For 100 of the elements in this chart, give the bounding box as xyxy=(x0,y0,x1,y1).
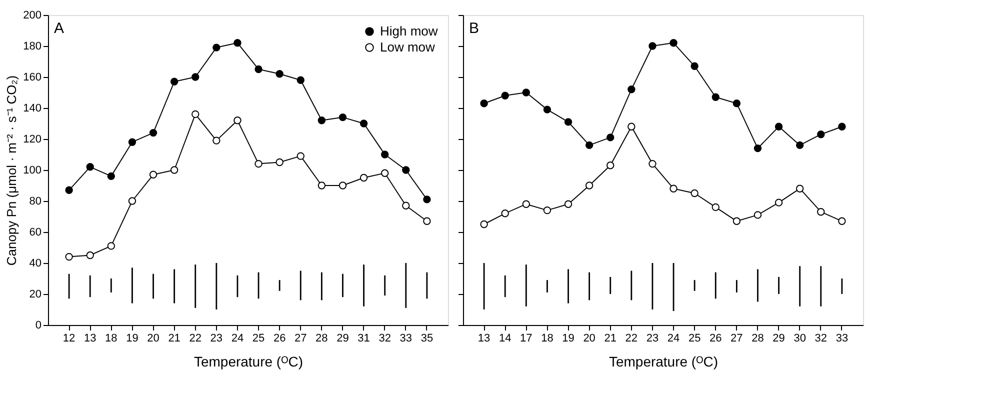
point xyxy=(360,174,368,182)
point xyxy=(648,160,656,168)
y-tick-label: 120 xyxy=(23,134,42,146)
point xyxy=(318,182,326,190)
point xyxy=(501,210,509,218)
point xyxy=(543,206,552,214)
point xyxy=(296,76,304,84)
point xyxy=(754,211,762,219)
point xyxy=(522,200,530,208)
point xyxy=(338,182,347,190)
x-tick-label: 19 xyxy=(562,332,574,344)
point xyxy=(107,242,116,250)
x-tick-label: 27 xyxy=(730,332,743,344)
x-tick-label: 33 xyxy=(400,332,412,344)
y-tick-label: 200 xyxy=(23,10,42,22)
y-tick-label: 20 xyxy=(29,288,42,300)
legend-label: Low mow xyxy=(380,40,436,54)
point xyxy=(774,198,783,206)
x-axis-title: Temperature (ᴼC) xyxy=(608,354,718,370)
point xyxy=(712,203,720,212)
point xyxy=(670,39,678,47)
point xyxy=(149,128,158,137)
x-tick-label: 29 xyxy=(772,332,785,344)
point xyxy=(817,130,825,138)
point xyxy=(402,202,410,210)
x-tick-label: 25 xyxy=(252,332,265,344)
y-tick-label: 0 xyxy=(35,320,42,332)
point xyxy=(170,166,178,174)
point xyxy=(296,152,304,160)
annotation: B xyxy=(469,20,480,37)
x-tick-label: 18 xyxy=(105,332,118,344)
x-tick-label: 23 xyxy=(646,332,659,344)
x-tick-label: 28 xyxy=(316,332,328,344)
point xyxy=(86,163,94,171)
point xyxy=(606,162,614,170)
x-axis-title: Temperature (ᴼC) xyxy=(194,354,304,370)
x-tick-label: 35 xyxy=(420,332,434,344)
point xyxy=(712,93,720,101)
point xyxy=(212,44,220,52)
x-tick-label: 17 xyxy=(520,332,532,344)
x-tick-label: 22 xyxy=(625,332,638,344)
point xyxy=(149,170,158,178)
point xyxy=(838,217,846,225)
point xyxy=(628,122,636,130)
x-tick-label: 32 xyxy=(378,332,391,344)
point xyxy=(423,196,431,204)
annotation: A xyxy=(54,20,64,37)
point xyxy=(754,144,762,152)
point xyxy=(86,251,94,260)
x-tick-label: 22 xyxy=(189,332,202,344)
point xyxy=(402,166,410,174)
y-tick-label: 60 xyxy=(29,226,42,238)
x-tick-label: 26 xyxy=(273,332,286,344)
y-tick-label: 100 xyxy=(23,164,42,176)
point xyxy=(254,160,262,168)
x-tick-label: 32 xyxy=(814,332,828,344)
point xyxy=(380,169,389,177)
x-tick-label: 24 xyxy=(231,332,244,344)
x-tick-label: 18 xyxy=(541,332,554,344)
x-tick-label: 13 xyxy=(478,332,490,344)
point xyxy=(107,172,116,180)
x-tick-label: 28 xyxy=(752,332,764,344)
point xyxy=(501,92,509,100)
point xyxy=(380,150,389,158)
x-tick-label: 12 xyxy=(62,332,76,344)
point xyxy=(796,141,804,150)
x-tick-label: 21 xyxy=(604,332,616,344)
y-tick-label: 180 xyxy=(23,40,42,52)
x-tick-label: 19 xyxy=(126,332,138,344)
point xyxy=(585,141,594,150)
point xyxy=(817,208,825,216)
x-tick-label: 20 xyxy=(583,332,596,344)
point xyxy=(606,134,614,142)
legend-label: High mow xyxy=(380,24,438,38)
point xyxy=(360,120,368,128)
x-tick-label: 31 xyxy=(358,332,370,344)
x-tick-label: 26 xyxy=(710,332,722,344)
point xyxy=(796,184,804,192)
point xyxy=(234,116,242,124)
point xyxy=(65,252,73,261)
x-tick-label: 13 xyxy=(84,332,96,344)
point xyxy=(480,220,488,228)
x-tick-label: 33 xyxy=(836,332,848,344)
point xyxy=(774,122,783,130)
point xyxy=(128,138,136,146)
point xyxy=(690,189,698,198)
point xyxy=(192,73,200,81)
point xyxy=(522,88,530,96)
x-tick-label: 21 xyxy=(168,332,180,344)
point xyxy=(564,118,572,126)
x-tick-label: 25 xyxy=(688,332,701,344)
y-tick-label: 40 xyxy=(29,258,42,270)
point xyxy=(128,197,136,205)
x-tick-label: 27 xyxy=(294,332,307,344)
point xyxy=(65,186,73,194)
point xyxy=(338,113,347,122)
point xyxy=(212,136,220,144)
point xyxy=(648,42,656,50)
y-tick-label: 140 xyxy=(23,102,42,114)
point xyxy=(276,70,284,78)
